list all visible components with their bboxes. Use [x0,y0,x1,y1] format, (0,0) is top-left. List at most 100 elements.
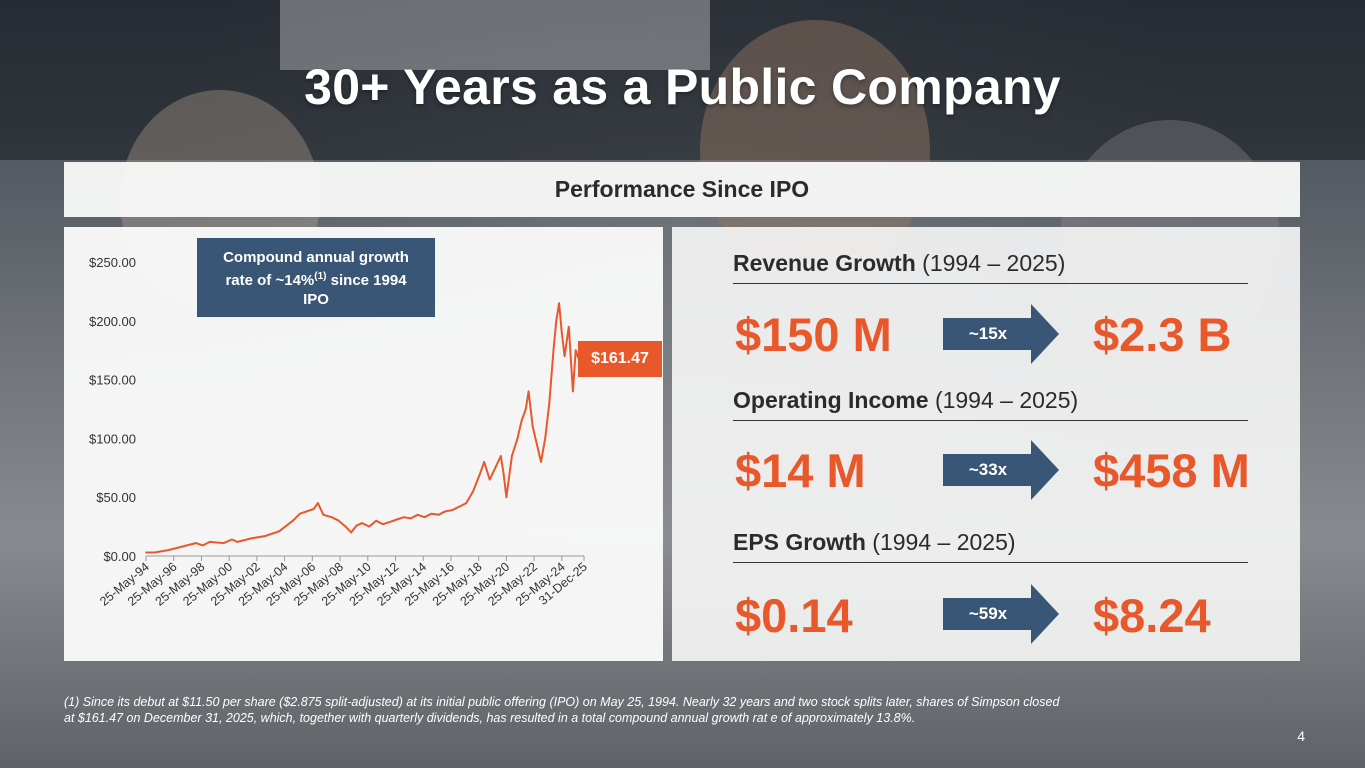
cagr-line-2: rate of ~14%(1) since 1994 [197,267,435,290]
y-tick-label: $100.00 [89,431,136,446]
price-data-point [355,524,358,527]
price-data-point [208,541,211,543]
operating-income-from-value: $14 M [735,444,866,497]
section-header-label: Performance Since IPO [554,176,810,202]
price-data-point [167,549,169,551]
price-data-point [322,514,325,516]
eps-to-value: $8.24 [1093,589,1211,642]
price-data-point [231,538,233,541]
price-data-point [409,517,412,520]
price-data-point [278,530,280,533]
price-data-point [524,408,527,410]
price-data-point [511,455,513,457]
price-data-point [312,508,315,510]
revenue-multiple: ~15x [968,324,1008,343]
price-data-point [451,509,454,511]
price-data-point [416,514,419,516]
price-data-point [264,535,267,537]
price-data-point [548,402,551,404]
y-tick-label: $50.00 [96,490,136,505]
section-header: Performance Since IPO [64,162,1300,217]
revenue-growth-header: Revenue Growth (1994 – 2025) [733,250,1248,284]
price-data-point [465,502,467,504]
y-tick-label: $150.00 [89,373,136,388]
page-number: 4 [1297,728,1305,744]
price-data-point [444,510,447,513]
price-data-point [479,472,481,475]
price-series-line [146,302,585,554]
price-data-point [483,461,486,463]
price-data-point [153,551,156,554]
eps-growth-header: EPS Growth (1994 – 2025) [733,529,1248,563]
price-data-point [382,523,384,526]
operating-income-arrow: ~33x [943,440,1059,500]
stock-price-chart: $0.00$50.00$100.00$150.00$200.00$250.002… [89,255,590,609]
price-data-point [527,390,530,393]
price-data-point [181,545,183,548]
metrics-panel [672,227,1300,661]
price-data-point [505,496,508,499]
price-data-point [222,542,225,544]
cagr-line-3: IPO [303,291,329,308]
cagr-footnote-ref: (1) [314,271,327,282]
slide-title: 30+ Years as a Public Company [304,59,1061,115]
price-data-point [574,349,577,351]
footnote: (1) Since its debut at $11.50 per share … [64,694,1154,726]
eps-from-value: $0.14 [735,589,853,642]
price-data-point [561,331,563,334]
price-data-point [344,525,347,528]
cagr-callout: Compound annual growth rate of ~14%(1) s… [197,238,435,317]
price-data-point [563,355,566,357]
price-data-point [375,519,377,522]
footnote-line-2: at $161.47 on December 31, 2025, which, … [64,711,916,725]
price-data-point [350,531,352,534]
price-data-point [531,425,534,428]
revenue-from-value: $150 M [735,308,892,361]
price-data-point [305,510,308,513]
price-data-point [458,505,461,508]
arrow-right-icon [943,304,1059,364]
metric-name: EPS Growth [733,529,866,555]
y-tick-label: $0.00 [103,549,136,564]
price-data-point [195,542,197,544]
price-data-point [330,516,333,518]
price-data-point [396,518,398,521]
operating-income-multiple: ~33x [968,460,1008,479]
price-data-point [389,521,391,523]
price-data-point [430,512,433,515]
metric-name: Revenue Growth [733,250,916,276]
y-tick-label: $200.00 [89,314,136,329]
price-data-point [540,461,542,463]
price-data-point [299,512,301,515]
footnote-line-1: (1) Since its debut at $11.50 per share … [64,695,1060,709]
metric-name: Operating Income [733,387,929,413]
y-tick-label: $250.00 [89,255,136,270]
price-data-point [292,519,294,522]
price-data-point [145,551,147,554]
metric-period: (1994 – 2025) [922,250,1066,276]
price-data-point [236,541,239,543]
price-data-point [317,502,319,504]
price-data-point [516,437,519,440]
price-data-point [544,437,546,440]
price-data-point [555,320,558,322]
operating-income-to-value: $458 M [1093,444,1250,497]
revenue-growth-arrow: ~15x [943,304,1059,364]
price-data-point [552,349,555,351]
price-data-point [500,455,502,457]
price-data-point [488,478,491,481]
price-data-point [520,419,523,422]
current-price-tag: $161.47 [578,341,662,377]
price-data-point [536,443,538,446]
price-data-point [494,467,497,469]
operating-income-header: Operating Income (1994 – 2025) [733,387,1248,421]
price-data-point [361,522,364,524]
revenue-to-value: $2.3 B [1093,308,1232,361]
eps-multiple: ~59x [968,604,1008,623]
price-data-point [368,525,370,528]
cagr-since: since 1994 [326,272,407,289]
price-data-point [202,544,204,547]
price-data-point [337,519,340,522]
price-data-point [437,514,440,516]
cagr-rate: rate of ~14% [225,272,315,289]
